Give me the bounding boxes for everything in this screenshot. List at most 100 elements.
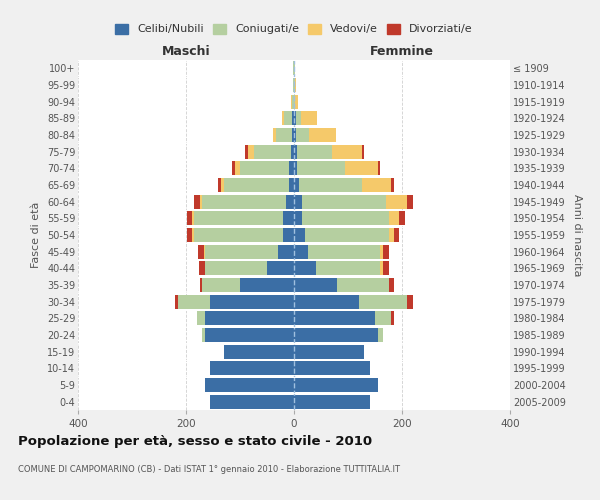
Bar (211, 361, 294, 376)
Bar (267, 261, 294, 276)
Bar (194, 228, 283, 242)
Bar (294, 261, 316, 276)
Bar (292, 128, 294, 142)
Bar (199, 244, 204, 259)
Bar (391, 311, 394, 326)
Bar (205, 328, 294, 342)
Bar (205, 244, 278, 259)
Bar (294, 228, 305, 242)
Bar (284, 112, 292, 126)
Bar (294, 294, 359, 308)
Bar (224, 178, 289, 192)
Bar (211, 394, 294, 409)
Bar (309, 128, 336, 142)
Bar (193, 228, 194, 242)
Bar (294, 194, 302, 209)
Bar (248, 144, 254, 159)
Bar (375, 311, 391, 326)
Bar (294, 162, 296, 175)
Bar (316, 261, 380, 276)
Bar (283, 211, 294, 226)
Bar (202, 194, 286, 209)
Bar (193, 211, 194, 226)
Bar (359, 294, 407, 308)
Bar (224, 344, 294, 359)
Bar (294, 94, 295, 109)
Bar (302, 211, 389, 226)
Bar (378, 162, 380, 175)
Bar (205, 378, 294, 392)
Bar (383, 261, 389, 276)
Bar (205, 261, 267, 276)
Bar (294, 112, 296, 126)
Bar (254, 144, 292, 159)
Bar (276, 128, 292, 142)
Bar (199, 278, 202, 292)
Bar (232, 162, 235, 175)
Y-axis label: Anni di nascita: Anni di nascita (572, 194, 583, 276)
Bar (299, 178, 361, 192)
Bar (361, 144, 364, 159)
Bar (204, 244, 205, 259)
Bar (389, 278, 394, 292)
Bar (240, 162, 289, 175)
Bar (295, 78, 296, 92)
Bar (389, 211, 400, 226)
Bar (292, 144, 294, 159)
Text: Femmine: Femmine (370, 44, 434, 58)
Text: Maschi: Maschi (161, 44, 211, 58)
Text: Popolazione per età, sesso e stato civile - 2010: Popolazione per età, sesso e stato civil… (18, 435, 372, 448)
Bar (294, 128, 296, 142)
Bar (240, 278, 294, 292)
Bar (308, 244, 380, 259)
Bar (296, 144, 332, 159)
Bar (294, 244, 308, 259)
Bar (407, 294, 413, 308)
Bar (289, 178, 294, 192)
Bar (294, 361, 370, 376)
Bar (386, 194, 407, 209)
Bar (332, 144, 361, 159)
Bar (346, 162, 378, 175)
Bar (245, 144, 248, 159)
Bar (400, 211, 404, 226)
Bar (391, 178, 394, 192)
Bar (283, 228, 294, 242)
Bar (202, 278, 240, 292)
Bar (383, 244, 389, 259)
Bar (394, 228, 400, 242)
Bar (380, 261, 383, 276)
Bar (199, 261, 205, 276)
Text: COMUNE DI CAMPOMARINO (CB) - Dati ISTAT 1° gennaio 2010 - Elaborazione TUTTITALI: COMUNE DI CAMPOMARINO (CB) - Dati ISTAT … (18, 465, 400, 474)
Bar (205, 311, 294, 326)
Bar (294, 211, 302, 226)
Bar (337, 278, 389, 292)
Bar (294, 344, 364, 359)
Bar (296, 162, 346, 175)
Bar (292, 112, 294, 126)
Bar (380, 244, 383, 259)
Bar (289, 162, 294, 175)
Bar (221, 178, 224, 192)
Bar (294, 278, 337, 292)
Bar (296, 112, 301, 126)
Bar (294, 144, 296, 159)
Bar (211, 294, 294, 308)
Bar (235, 162, 240, 175)
Bar (197, 311, 205, 326)
Bar (286, 194, 294, 209)
Bar (187, 228, 193, 242)
Bar (292, 94, 294, 109)
Bar (301, 112, 317, 126)
Bar (194, 194, 199, 209)
Bar (296, 128, 309, 142)
Bar (295, 94, 298, 109)
Bar (278, 244, 294, 259)
Bar (274, 128, 276, 142)
Bar (194, 211, 283, 226)
Bar (378, 328, 383, 342)
Bar (305, 228, 389, 242)
Bar (361, 178, 391, 192)
Legend: Celibi/Nubili, Coniugati/e, Vedovi/e, Divorziati/e: Celibi/Nubili, Coniugati/e, Vedovi/e, Di… (115, 24, 473, 34)
Bar (294, 394, 370, 409)
